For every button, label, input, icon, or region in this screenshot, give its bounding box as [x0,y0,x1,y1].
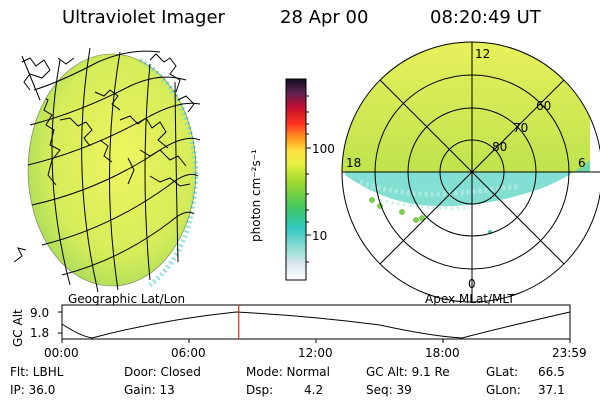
mlat-label-80: 80 [492,140,508,154]
mlat-label-60: 60 [536,99,552,113]
dsp-value: 4.2 [304,383,324,397]
gain-info: Gain: 13 [124,383,175,397]
altitude-ytick-9: 9.0 [30,306,50,320]
time-tick-0000: 00:00 [44,346,79,360]
earth-disk [28,54,196,286]
altitude-ylabel: GC Alt [11,309,25,347]
colorbar-tick-100: 100 [312,142,335,156]
date-label: 28 Apr 00 [280,7,369,28]
dsp-info: Dsp: [246,383,274,397]
colorbar-gradient [285,78,307,281]
time-tick-2359: 23:59 [552,346,587,360]
glon-value: 37.1 [538,383,565,397]
outer-coastlines [13,53,195,263]
altitude-plot [58,304,571,343]
polar-grid [341,41,600,303]
mlt-label-6: 6 [578,156,586,170]
glon-info: GLon: [486,383,521,397]
door-info: Door: Closed [124,365,201,379]
emission-spots [369,197,492,234]
polar-map-caption: Apex MLat/MLT [425,292,515,306]
time-tick-1200: 12:00 [298,346,333,360]
auroral-emission [342,42,590,172]
mlat-label-70: 70 [513,121,529,135]
colorbar-unit-label: photon cm⁻²s⁻¹ [249,149,263,242]
mode-info: Mode: Normal [246,365,330,379]
glat-info: GLat: [486,365,519,379]
time-label: 08:20:49 UT [430,7,541,28]
glat-value: 66.5 [538,365,565,379]
gc-alt-info: GC Alt: 9.1 Re [366,365,450,379]
coastlines [39,89,191,187]
altitude-ytick-1-8: 1.8 [30,326,50,340]
altitude-curve [61,311,571,339]
filter-info: Flt: LBHL [10,365,64,379]
time-tick-1800: 18:00 [425,346,460,360]
ip-info: IP: 36.0 [10,383,56,397]
mlt-label-0: 0 [468,277,476,291]
time-tick-0600: 06:00 [171,346,206,360]
colorbar [285,78,311,281]
geo-map-caption: Geographic Lat/Lon [68,292,186,306]
mlt-label-12: 12 [475,47,491,61]
polar-map [341,41,600,303]
geographic-map [13,47,201,293]
seq-info: Seq: 39 [366,383,412,397]
mlt-label-18: 18 [346,156,362,170]
latlon-grid [21,47,201,293]
app-title: Ultraviolet Imager [62,7,225,28]
colorbar-tick-10: 10 [312,229,328,243]
